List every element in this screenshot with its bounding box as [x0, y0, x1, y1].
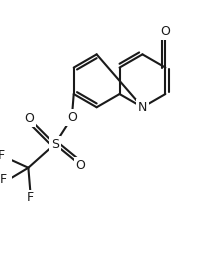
Text: O: O — [67, 111, 77, 124]
Text: S: S — [51, 138, 59, 151]
Text: N: N — [138, 101, 147, 114]
Text: O: O — [161, 25, 170, 38]
Text: O: O — [24, 112, 34, 125]
Text: F: F — [0, 173, 6, 186]
Text: F: F — [0, 149, 5, 162]
Text: F: F — [27, 191, 34, 205]
Text: O: O — [75, 159, 85, 172]
